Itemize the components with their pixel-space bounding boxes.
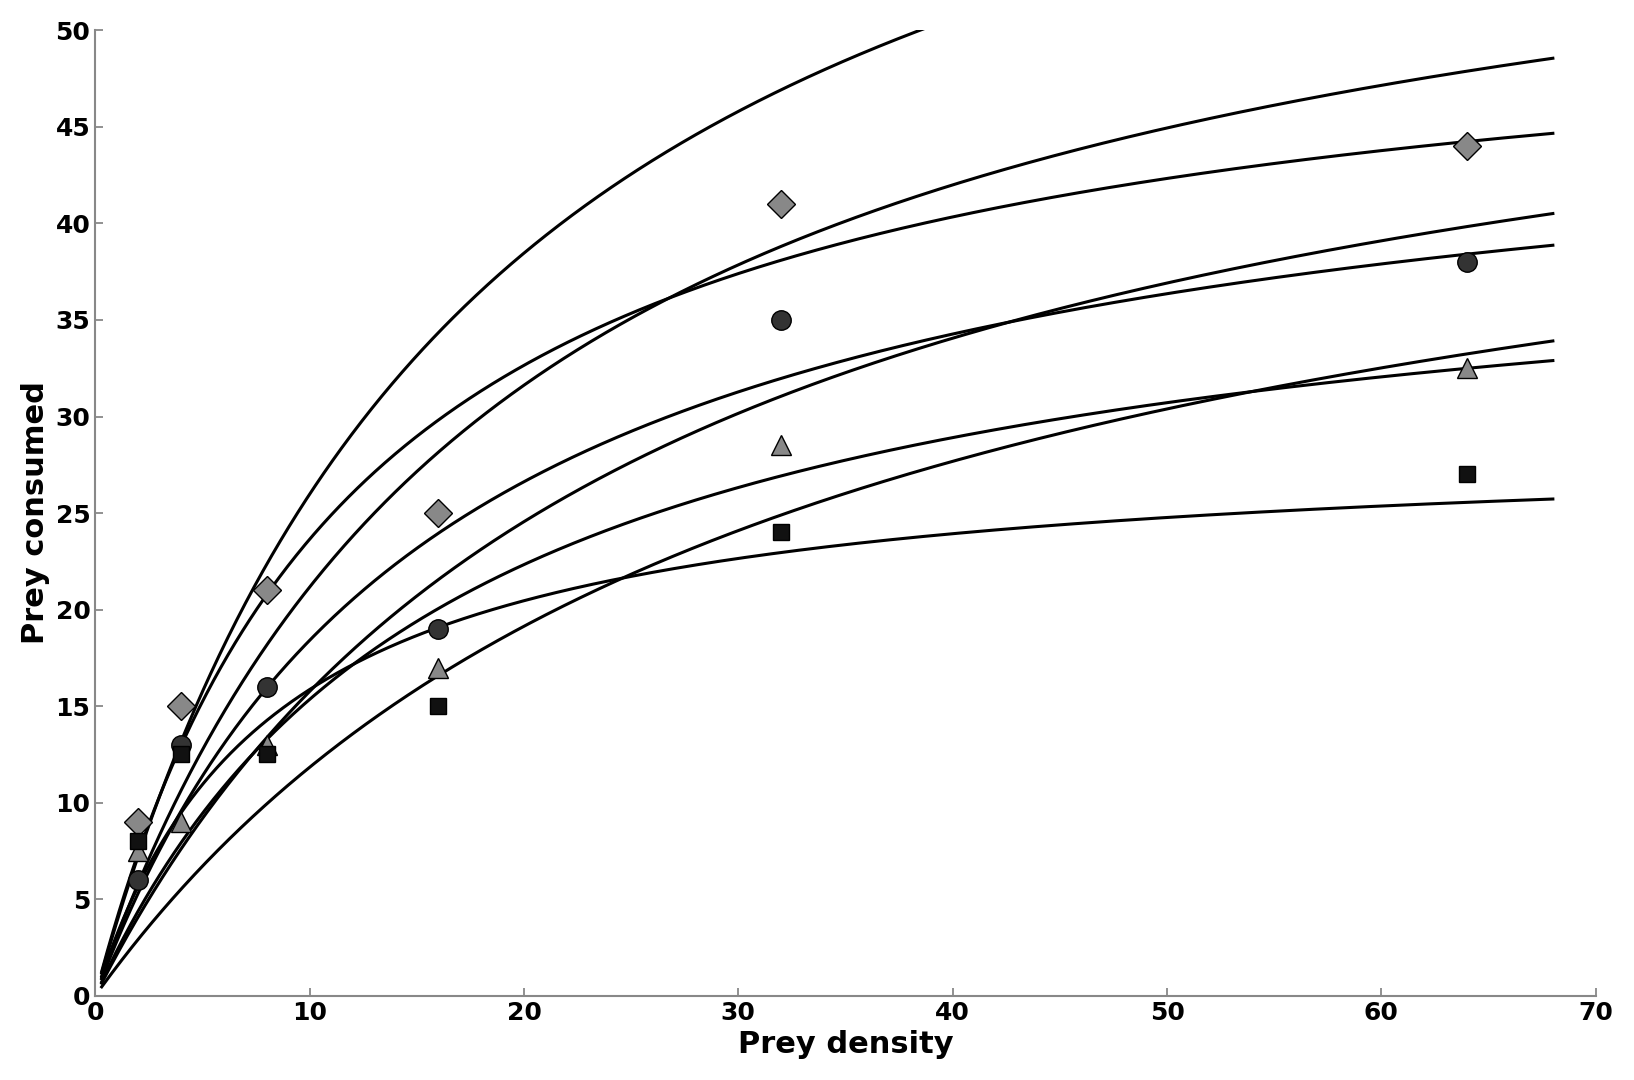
Y-axis label: Prey consumed: Prey consumed [21,381,49,645]
X-axis label: Prey density: Prey density [737,1030,953,1059]
